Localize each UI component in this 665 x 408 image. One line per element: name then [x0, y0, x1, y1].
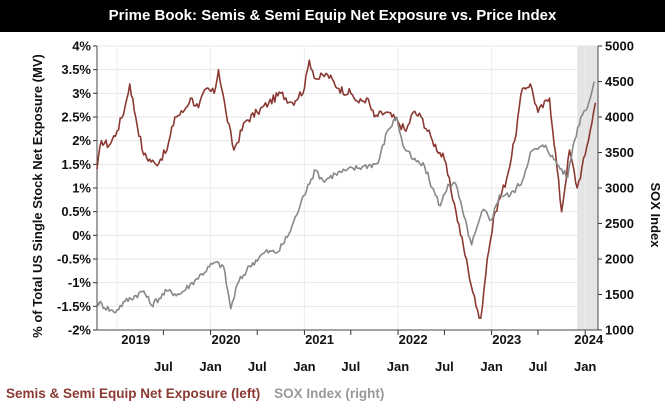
- y-axis-left-title: % of Total US Single Stock Net Exposure …: [30, 54, 45, 338]
- series-sox-line: [96, 81, 595, 314]
- x-year-label: 2022: [399, 332, 428, 347]
- x-month-label: Jul: [341, 359, 360, 374]
- x-year-label: 2021: [305, 332, 334, 347]
- y-axis-right-title: SOX Index: [648, 182, 663, 248]
- y-right-tick-label: 5000: [605, 39, 634, 54]
- y-right-tick-label: 1500: [605, 287, 634, 302]
- x-year-label: 2024: [574, 332, 604, 347]
- x-month-label: Jul: [248, 359, 267, 374]
- x-month-label: Jul: [435, 359, 454, 374]
- y-left-tick-label: -1.5%: [57, 299, 91, 314]
- y-left-tick-label: 3.5%: [61, 62, 91, 77]
- y-left-tick-label: 1.5%: [61, 157, 91, 172]
- y-right-tick-label: 2000: [605, 252, 634, 267]
- y-right-tick-label: 3500: [605, 145, 634, 160]
- x-year-label: 2020: [212, 332, 241, 347]
- y-left-tick-label: -0.5%: [57, 252, 91, 267]
- title-bar: Prime Book: Semis & Semi Equip Net Expos…: [0, 0, 665, 32]
- y-left-tick-label: 2.5%: [61, 110, 91, 125]
- x-month-label: Jan: [574, 359, 596, 374]
- x-month-label: Jan: [199, 359, 221, 374]
- legend: Semis & Semi Equip Net Exposure (left) S…: [6, 386, 394, 401]
- y-right-tick-label: 4500: [605, 74, 634, 89]
- y-right-tick-label: 1000: [605, 323, 634, 338]
- y-left-tick-label: 0.5%: [61, 204, 91, 219]
- y-left-tick-label: -1%: [68, 275, 92, 290]
- x-month-label: Jul: [154, 359, 173, 374]
- y-left-tick-label: -2%: [68, 323, 92, 338]
- chart-title: Prime Book: Semis & Semi Equip Net Expos…: [108, 7, 557, 24]
- x-year-label: 2019: [121, 332, 150, 347]
- x-month-label: Jan: [480, 359, 502, 374]
- x-month-label: Jul: [529, 359, 548, 374]
- y-left-tick-label: 4%: [72, 39, 91, 54]
- y-right-tick-label: 4000: [605, 110, 634, 125]
- series-exposure-line: [96, 59, 597, 320]
- x-month-label: Jan: [293, 359, 315, 374]
- legend-item-exposure: Semis & Semi Equip Net Exposure (left): [6, 386, 261, 401]
- y-left-tick-label: 3%: [72, 86, 91, 101]
- x-year-label: 2023: [492, 332, 521, 347]
- y-left-tick-label: 0%: [72, 228, 91, 243]
- y-right-tick-label: 2500: [605, 216, 634, 231]
- legend-item-sox: SOX Index (right): [274, 386, 385, 401]
- y-left-tick-label: 1%: [72, 181, 91, 196]
- x-month-label: Jan: [387, 359, 409, 374]
- y-right-tick-label: 3000: [605, 181, 634, 196]
- y-left-tick-label: 2%: [72, 133, 91, 148]
